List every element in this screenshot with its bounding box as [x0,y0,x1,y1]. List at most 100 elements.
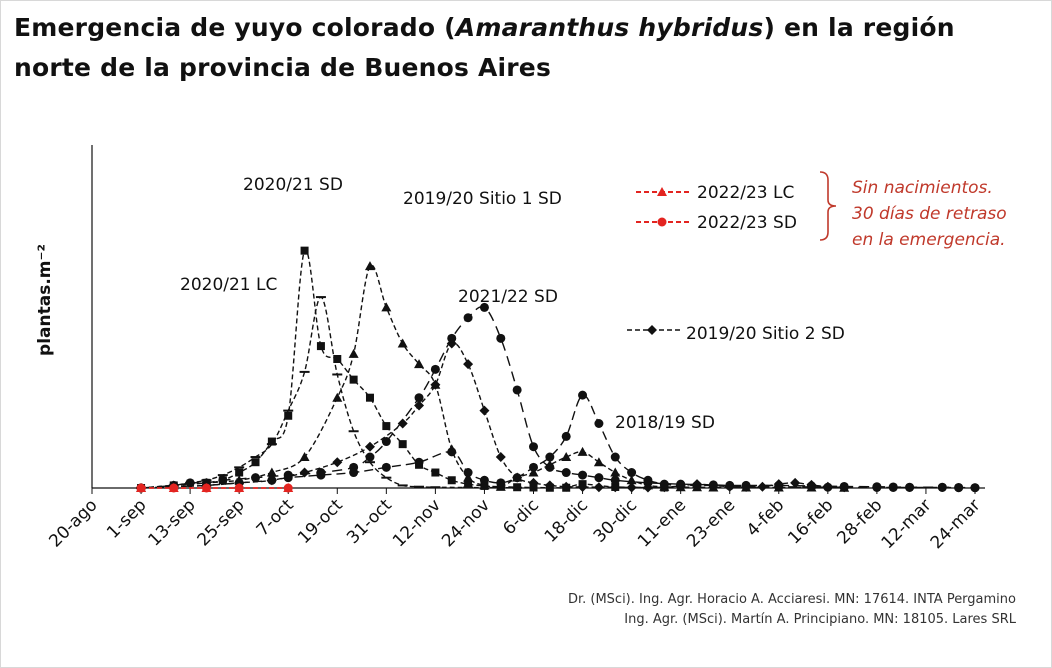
x-tick-label: 12-nov [389,495,445,551]
data-point-2022-23-sd [234,483,244,493]
data-point-2020-21-sd [316,342,325,351]
data-point-2019-20-sitio-2-sd [332,457,343,468]
series-label: 2019/20 Sitio 2 SD [686,324,845,344]
title-part2: ) en la región [763,13,955,42]
legend-label: 2022/23 LC [697,183,794,203]
data-point-2019-20-sitio-2-sd [528,477,539,488]
series-line-2018-19-sd [141,394,976,489]
data-point-2021-22-sd [496,333,506,343]
series-line-2020-21-sd [141,249,665,489]
data-point-2021-22-sd [365,452,375,462]
delay-note-line: 30 días de retraso [852,204,1007,224]
data-point-2018-19-sd [561,431,571,441]
x-tick-label: 19-oct [294,495,347,548]
data-point-2020-21-sd [349,375,358,384]
delay-note: Sin nacimientos. 30 días de retraso en l… [852,175,1007,253]
data-point-2019-20-sitio-1-sd [610,467,621,477]
data-point-2018-19-sd [627,468,637,478]
data-point-2021-22-sd [529,442,538,452]
x-tick-label: 12-mar [878,495,936,553]
title-line2: norte de la provincia de Buenos Aires [14,53,552,82]
data-point-2018-19-sd [774,482,784,492]
series-line-2019-20-sitio-1-sd [141,264,845,489]
x-tick-label: 25-sep [194,495,249,550]
data-point-2018-19-sd [823,482,833,492]
data-point-2018-19-sd [937,482,947,492]
x-tick-label: 24-nov [438,495,494,551]
credit-line: Dr. (MSci). Ing. Agr. Horacio A. Acciare… [567,592,1016,607]
data-point-2018-19-sd [888,482,898,492]
delay-note-line: en la emergencia. [852,230,1006,250]
data-point-2019-20-sitio-1-sd [397,338,408,348]
data-point-2020-21-sd [333,355,342,363]
chart-title: Emergencia de yuyo colorado (Amaranthus … [14,8,1034,88]
data-point-2018-19-sd [349,468,359,478]
data-point-2019-20-sitio-1-sd [561,452,572,462]
data-point-2021-22-sd [610,475,620,485]
data-point-2018-19-sd [381,462,391,472]
data-point-2020-21-sd [464,480,473,489]
data-point-2018-19-sd [447,447,457,457]
x-tick-label: 16-feb [784,495,837,548]
x-tick-label: 23-ene [683,495,739,551]
data-point-2019-20-sitio-2-sd [626,482,637,493]
data-point-2019-20-sitio-1-sd [414,359,425,369]
series-label: 2019/20 Sitio 1 SD [403,189,562,209]
legend-marker [657,187,667,196]
legend-bracket [819,171,837,241]
y-axis-label: plantas.m⁻² [35,244,55,356]
data-point-2021-22-sd [545,462,555,472]
data-point-2020-21-sd [235,468,244,477]
data-point-2021-22-sd [463,313,473,323]
data-point-2020-21-sd [267,437,276,446]
data-point-2021-22-sd [594,473,604,483]
x-tick-label: 20-ago [45,495,101,551]
data-point-2018-19-sd [545,452,555,462]
data-point-2019-20-sitio-2-sd [479,405,490,416]
data-point-2018-19-sd [594,419,604,428]
data-point-2018-19-sd [610,452,620,462]
x-tick-label: 1-sep [103,495,150,542]
data-point-2021-22-sd [414,393,424,403]
x-tick-label: 13-sep [145,495,200,550]
series-label: 2021/22 SD [458,287,558,307]
data-point-2019-20-sitio-2-sd [397,418,408,429]
data-point-2019-20-sitio-1-sd [463,472,474,482]
legend-marker [657,217,667,227]
data-point-2022-23-sd [136,483,146,493]
data-point-2020-21-sd [284,411,293,420]
x-tick-label: 31-oct [343,495,396,548]
data-point-2021-22-sd [218,475,228,485]
data-point-2021-22-sd [447,333,457,343]
data-point-2018-19-sd [708,480,718,490]
data-point-2018-19-sd [954,483,964,493]
data-point-2019-20-sitio-1-sd [528,467,539,477]
data-point-2019-20-sitio-1-sd [332,392,343,402]
data-point-2022-23-sd [169,483,179,493]
data-point-2019-20-sitio-2-sd [299,467,310,478]
data-point-2020-21-sd [251,458,260,467]
data-point-2021-22-sd [430,364,440,374]
data-point-2021-22-sd [479,302,489,312]
data-point-2018-19-sd [578,390,588,400]
data-point-2018-19-sd [659,479,669,489]
series-label: 2020/21 SD [243,175,343,195]
data-point-2019-20-sitio-1-sd [299,452,310,462]
title-part1: Emergencia de yuyo colorado ( [14,13,456,42]
data-point-2020-21-sd [365,393,374,402]
data-point-2018-19-sd [479,475,489,485]
data-point-2019-20-sitio-1-sd [364,261,375,271]
data-point-2021-22-sd [512,385,522,395]
data-point-2018-19-sd [643,475,653,485]
data-point-2021-22-sd [381,437,391,447]
series-label: 2018/19 SD [615,413,715,433]
credit-line: Ing. Agr. (MSci). Martín A. Principiano.… [624,612,1016,627]
data-point-2019-20-sitio-2-sd [495,452,506,463]
data-point-2020-21-sd [382,422,391,431]
data-point-2018-19-sd [316,470,326,480]
x-tick-label: 6-dic [499,495,543,539]
data-point-2018-19-sd [839,482,849,492]
data-point-2018-19-sd [905,482,915,492]
series-label: 2020/21 LC [180,275,277,295]
data-point-2018-19-sd [872,482,882,492]
